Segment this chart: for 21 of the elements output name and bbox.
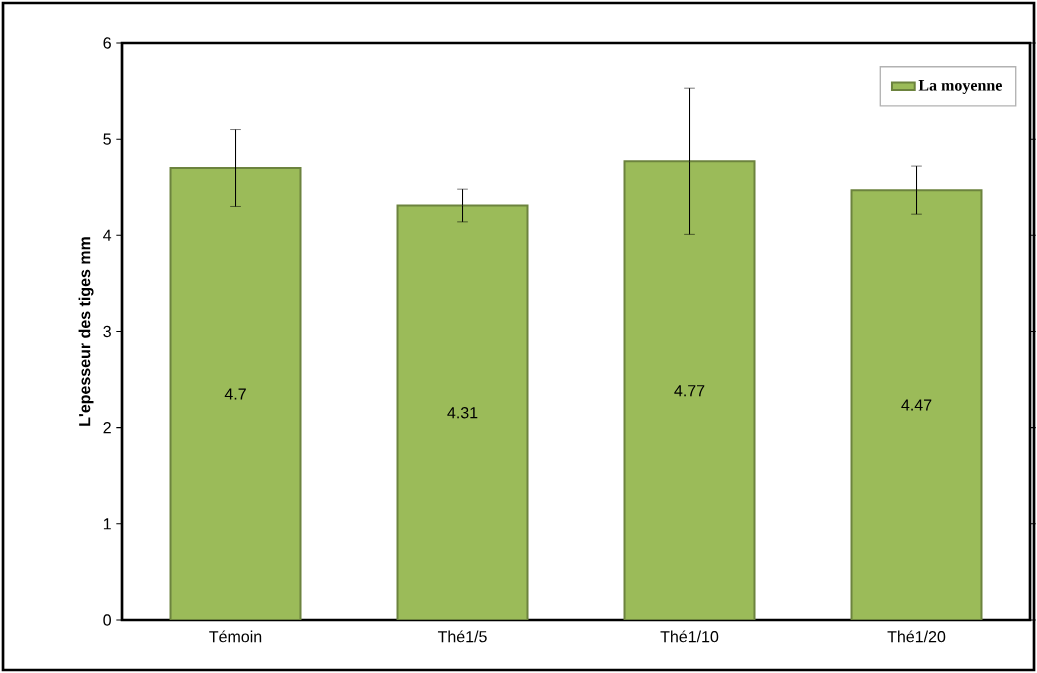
data-label: 4.47 xyxy=(901,399,932,411)
bar xyxy=(169,167,302,620)
x-tick-label: Thé1/5 xyxy=(437,630,487,643)
y-tick-label: 5 xyxy=(103,133,111,145)
data-label: 4.77 xyxy=(674,385,705,397)
y-tick-label: 1 xyxy=(103,518,111,530)
bar xyxy=(623,160,756,620)
y-tick-label: 2 xyxy=(103,422,111,434)
y-tick-label: 4 xyxy=(103,229,112,241)
x-tick-label: Témoin xyxy=(209,630,262,643)
data-label: 4.7 xyxy=(224,388,246,400)
data-label: 4.31 xyxy=(447,407,478,419)
bar xyxy=(850,189,983,620)
legend-label: La moyenne xyxy=(918,80,1002,94)
y-tick-label: 6 xyxy=(103,37,111,49)
y-axis-title: L'epesseur des tiges mm xyxy=(78,237,94,426)
y-tick-label: 3 xyxy=(103,325,111,338)
x-tick-label: Thé1/20 xyxy=(887,630,946,643)
x-tick-label: Thé1/10 xyxy=(660,630,719,643)
bar xyxy=(396,204,529,620)
y-tick-label: 0 xyxy=(103,614,111,626)
